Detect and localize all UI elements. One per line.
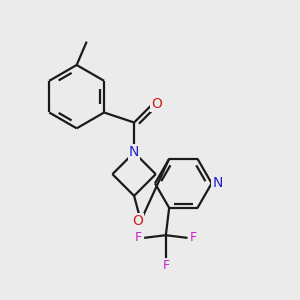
Text: O: O: [132, 214, 143, 228]
Text: N: N: [212, 176, 223, 190]
Text: F: F: [135, 231, 142, 244]
Text: O: O: [151, 97, 162, 111]
Text: N: N: [129, 146, 139, 160]
Text: F: F: [190, 231, 197, 244]
Text: F: F: [162, 259, 169, 272]
